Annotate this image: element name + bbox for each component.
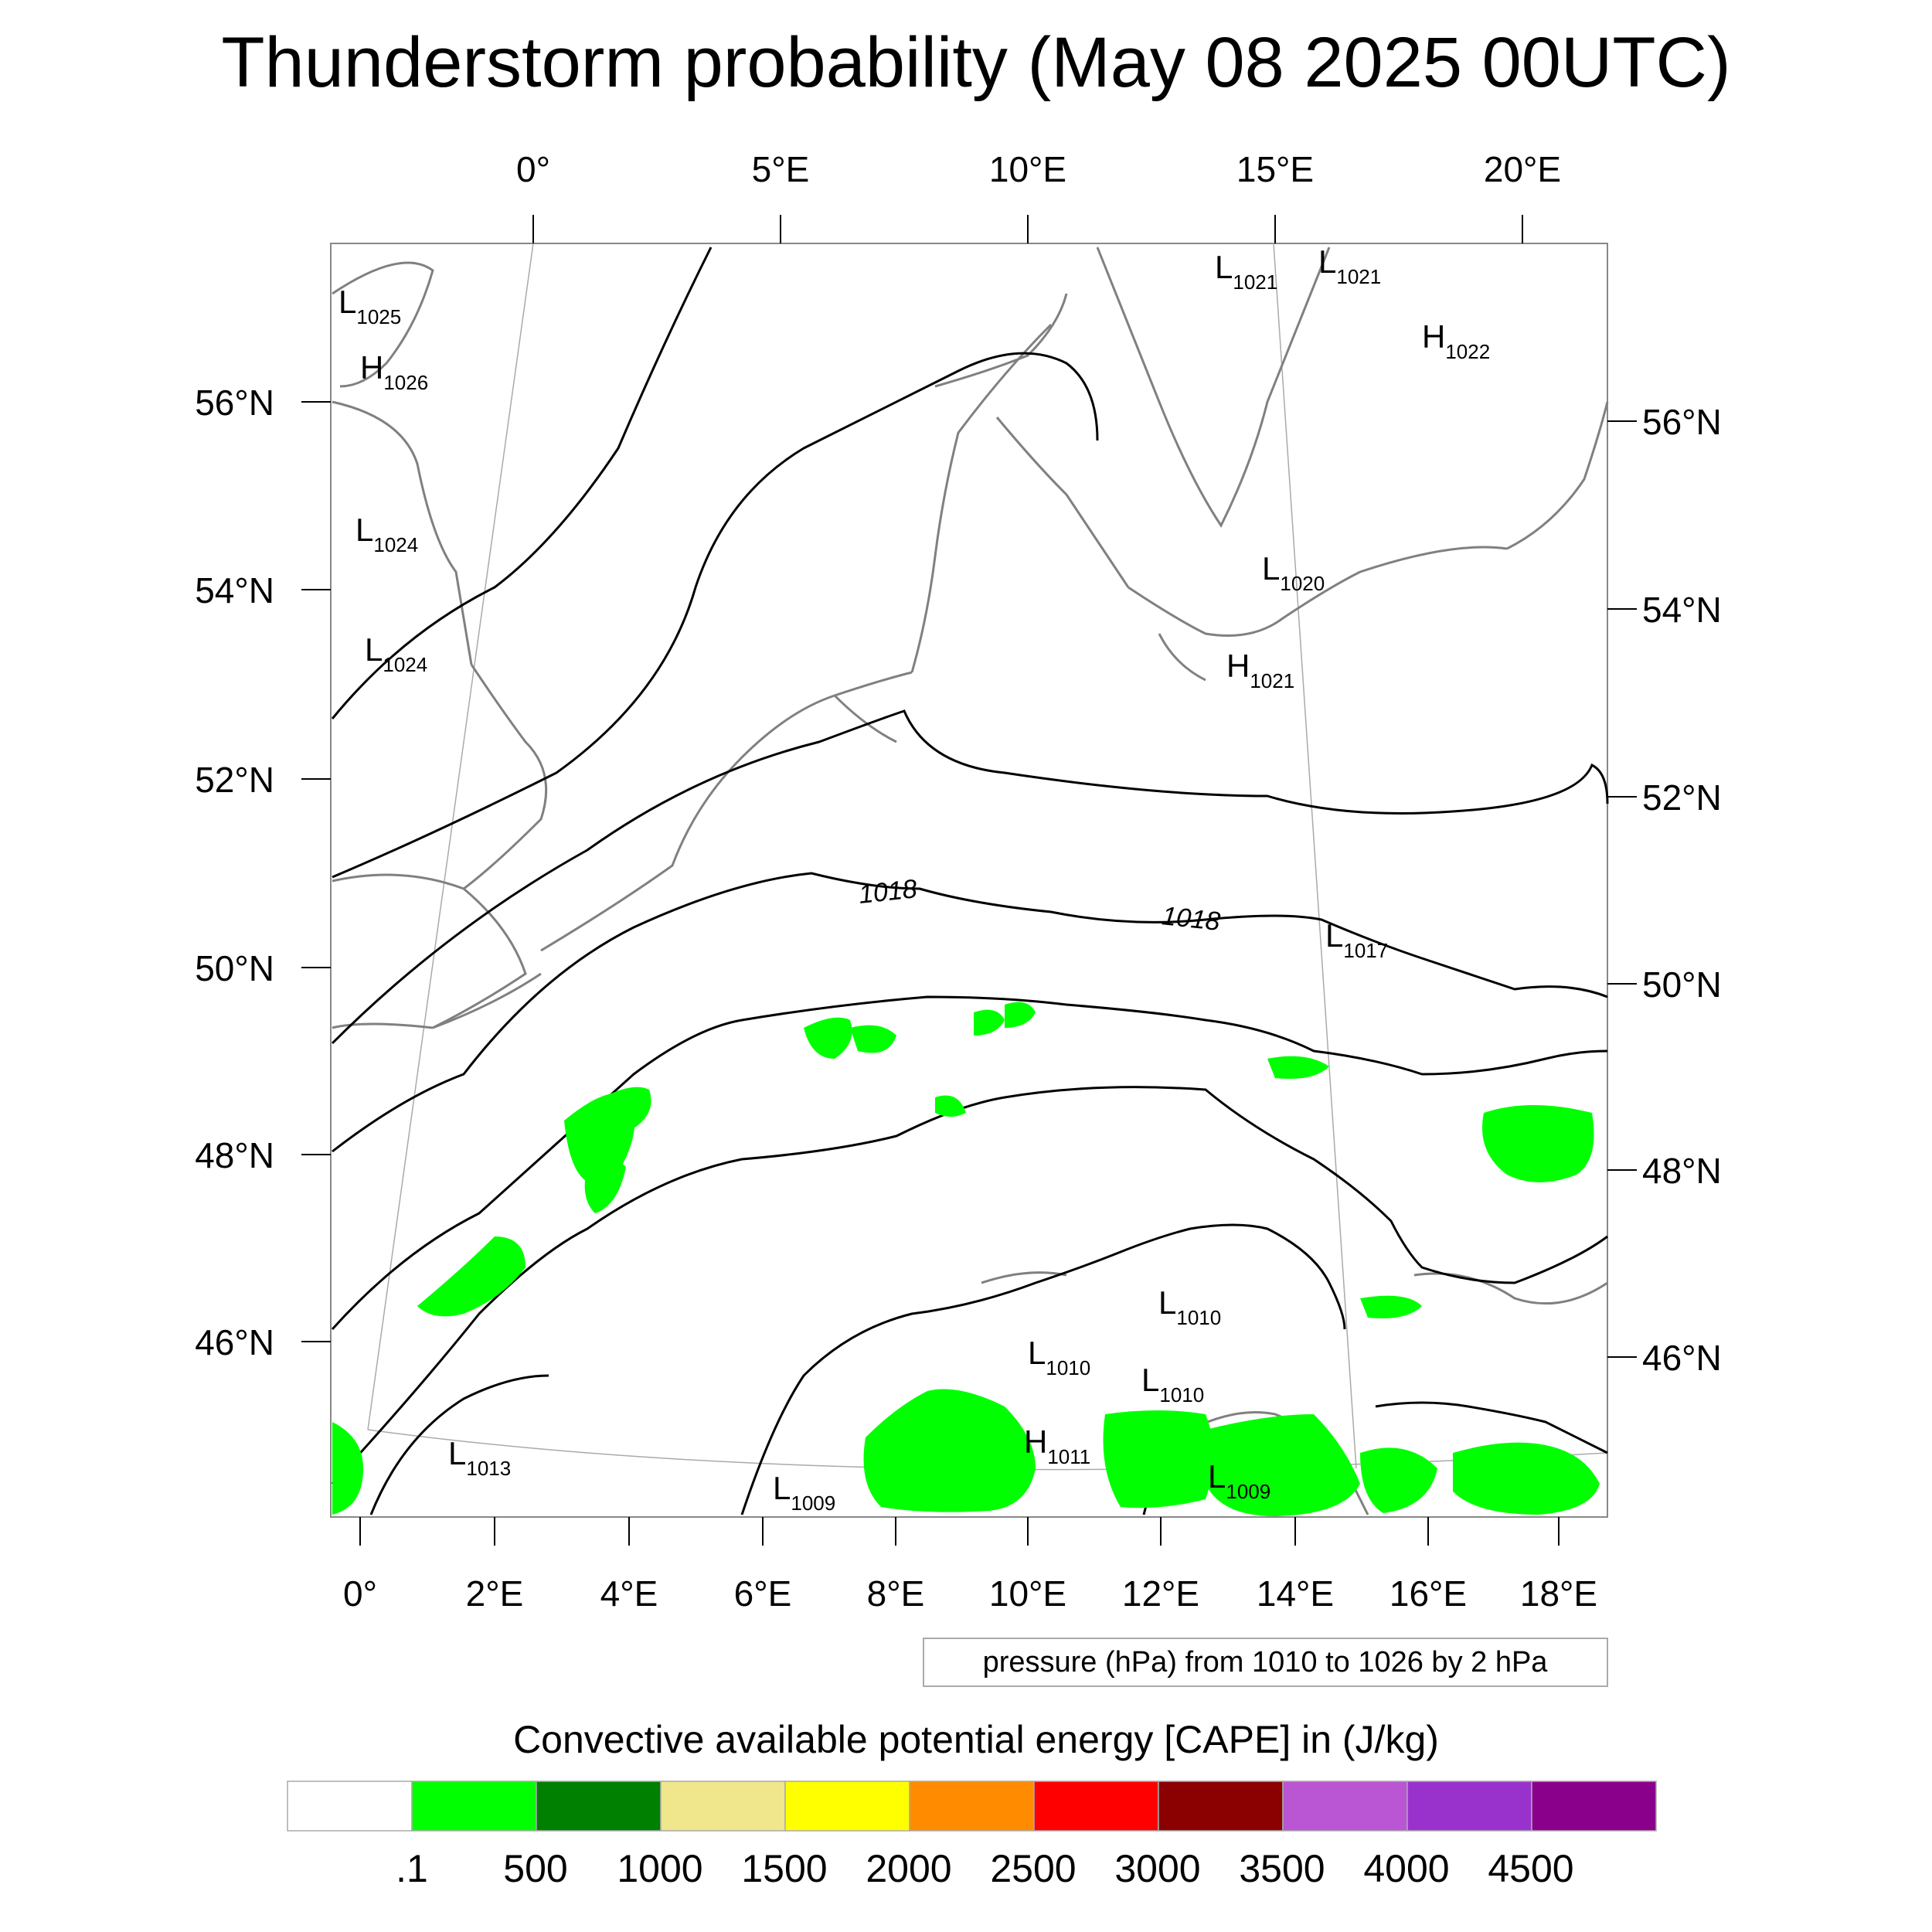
map-panel: 1018 1018 L1025 H1026 L1024 L1024 L1021 L1021… [330, 243, 1609, 1518]
coastlines [332, 247, 1609, 1515]
left-lat-label: 54°N [195, 570, 274, 611]
top-lon-label: 5°E [752, 149, 810, 189]
high-pressure-marker: H1011 [1024, 1423, 1090, 1468]
right-lat-axis: 56°N 54°N 52°N 50°N 48°N 46°N [1607, 402, 1722, 1378]
right-lat-label: 54°N [1642, 590, 1722, 630]
low-pressure-marker: L1010 [1158, 1284, 1221, 1329]
bottom-lon-label: 10°E [989, 1573, 1066, 1614]
low-pressure-marker: L1021 [1318, 243, 1381, 288]
colorbar-label: 3500 [1239, 1847, 1325, 1890]
left-lat-label: 52°N [195, 760, 274, 800]
colorbar-labels: .1 500 1000 1500 2000 2500 3000 3500 400… [396, 1847, 1573, 1890]
colorbar-label: .1 [396, 1847, 428, 1890]
colorbar-box [1406, 1781, 1532, 1832]
colorbar-label: 2500 [990, 1847, 1076, 1890]
left-lat-label: 56°N [195, 383, 274, 423]
top-lon-label: 10°E [989, 149, 1066, 189]
pressure-systems: L1025 H1026 L1024 L1024 L1021 L1021 H1022 L1020… [338, 243, 1490, 1515]
bottom-lon-label: 12°E [1122, 1573, 1199, 1614]
colorbar-box [660, 1781, 786, 1832]
colorbar-box [287, 1781, 413, 1832]
low-pressure-marker: L1024 [365, 631, 427, 676]
colorbar-box [1033, 1781, 1159, 1832]
right-lat-label: 50°N [1642, 964, 1722, 1005]
bottom-lon-label: 14°E [1257, 1573, 1334, 1614]
cape-shading [332, 1002, 1600, 1516]
right-lat-label: 56°N [1642, 402, 1722, 442]
low-pressure-marker: L1009 [773, 1470, 835, 1515]
low-pressure-marker: L1021 [1215, 249, 1277, 294]
bottom-lon-label: 16°E [1389, 1573, 1467, 1614]
top-lon-axis: 0° 5°E 10°E 15°E 20°E [516, 149, 1561, 243]
low-pressure-marker: L1017 [1325, 917, 1388, 962]
right-lat-label: 48°N [1642, 1151, 1722, 1191]
bottom-lon-label: 0° [343, 1573, 377, 1614]
colorbar-label: 500 [503, 1847, 567, 1890]
left-lat-label: 48°N [195, 1135, 274, 1175]
colorbar-label: 1000 [617, 1847, 702, 1890]
right-lat-label: 52°N [1642, 777, 1722, 818]
low-pressure-marker: L1025 [338, 284, 401, 328]
colorbar-box [909, 1781, 1035, 1832]
contour-info-box: pressure (hPa) from 1010 to 1026 by 2 hP… [923, 1638, 1608, 1687]
colorbar-box [1282, 1781, 1408, 1832]
right-lat-label: 46°N [1642, 1338, 1722, 1378]
colorbar-box [784, 1781, 910, 1832]
bottom-lon-label: 6°E [734, 1573, 792, 1614]
top-lon-label: 20°E [1484, 149, 1561, 189]
high-pressure-marker: H1021 [1226, 648, 1294, 692]
map-frame [330, 243, 1608, 1518]
low-pressure-marker: L1010 [1028, 1335, 1090, 1379]
colorbar-label: 4000 [1363, 1847, 1449, 1890]
left-lat-label: 46°N [195, 1322, 274, 1362]
contour-info-text: pressure (hPa) from 1010 to 1026 by 2 hP… [983, 1646, 1549, 1679]
left-lat-label: 50°N [195, 948, 274, 988]
colorbar-box [1531, 1781, 1657, 1832]
colorbar-box [536, 1781, 662, 1832]
colorbar-label: 2000 [866, 1847, 951, 1890]
bottom-lon-label: 8°E [867, 1573, 925, 1614]
high-pressure-marker: H1026 [360, 349, 428, 394]
isobars [331, 247, 1609, 1515]
left-lat-axis: 56°N 54°N 52°N 50°N 48°N 46°N [195, 383, 331, 1362]
low-pressure-marker: L1013 [448, 1435, 511, 1480]
bottom-lon-label: 4°E [600, 1573, 658, 1614]
colorbar-box [411, 1781, 537, 1832]
colorbar-title: Convective available potential energy [C… [513, 1718, 1439, 1761]
top-lon-label: 0° [516, 149, 550, 189]
bottom-lon-axis: 0° 2°E 4°E 6°E 8°E 10°E 12°E 14°E 16°E 1… [343, 1517, 1597, 1614]
bottom-lon-label: 18°E [1520, 1573, 1597, 1614]
top-lon-label: 15°E [1236, 149, 1314, 189]
colorbar [287, 1781, 1657, 1832]
colorbar-label: 3000 [1114, 1847, 1200, 1890]
colorbar-label: 4500 [1488, 1847, 1573, 1890]
contour-label: 1018 [1161, 901, 1222, 937]
low-pressure-marker: L1020 [1262, 550, 1325, 595]
low-pressure-marker: L1024 [355, 512, 418, 556]
low-pressure-marker: L1009 [1208, 1458, 1270, 1503]
colorbar-box [1158, 1781, 1284, 1832]
plot-title: Thunderstorm probability (May 08 2025 00… [221, 23, 1730, 102]
bottom-lon-label: 2°E [466, 1573, 524, 1614]
high-pressure-marker: H1022 [1422, 318, 1490, 363]
low-pressure-marker: L1010 [1141, 1362, 1204, 1406]
colorbar-label: 1500 [741, 1847, 827, 1890]
contour-label: 1018 [857, 874, 918, 910]
